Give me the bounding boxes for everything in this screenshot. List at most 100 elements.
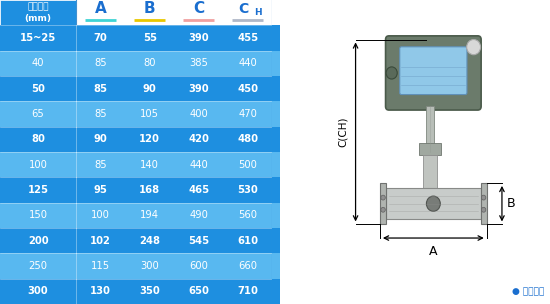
Bar: [481, 183, 487, 224]
Bar: [272, 228, 280, 253]
Bar: [272, 101, 280, 127]
Text: 455: 455: [237, 33, 258, 43]
Text: 100: 100: [91, 210, 110, 220]
Bar: [272, 253, 280, 279]
Text: 250: 250: [29, 261, 48, 271]
Text: 120: 120: [139, 134, 160, 144]
FancyBboxPatch shape: [400, 47, 467, 95]
Bar: [0, 101, 272, 127]
Text: 102: 102: [90, 236, 111, 246]
Text: 545: 545: [188, 236, 210, 246]
Text: 200: 200: [28, 236, 48, 246]
Text: 350: 350: [139, 286, 160, 296]
Bar: [174, 0, 223, 25]
Bar: [0, 203, 272, 228]
Text: 仪表口径
(mm): 仪表口径 (mm): [25, 3, 52, 23]
Text: 65: 65: [32, 109, 45, 119]
Bar: [223, 0, 272, 25]
Circle shape: [481, 195, 486, 200]
Text: 530: 530: [238, 185, 258, 195]
Bar: [386, 188, 481, 219]
Text: 248: 248: [139, 236, 160, 246]
Text: 650: 650: [188, 286, 209, 296]
Text: 125: 125: [28, 185, 48, 195]
Text: 50: 50: [31, 84, 45, 94]
Text: 300: 300: [140, 261, 159, 271]
Bar: [0, 177, 272, 203]
Text: 80: 80: [31, 134, 45, 144]
Text: 390: 390: [189, 84, 209, 94]
Text: 470: 470: [238, 109, 257, 119]
Bar: [0, 0, 76, 25]
Text: 465: 465: [188, 185, 210, 195]
Text: 480: 480: [237, 134, 258, 144]
Text: 194: 194: [140, 210, 160, 220]
Text: 490: 490: [189, 210, 208, 220]
Text: 100: 100: [29, 160, 47, 170]
Text: 560: 560: [238, 210, 257, 220]
Text: 610: 610: [237, 236, 258, 246]
Text: 70: 70: [94, 33, 108, 43]
Text: 150: 150: [29, 210, 48, 220]
Text: 600: 600: [189, 261, 208, 271]
Bar: [0, 51, 272, 76]
Bar: [0, 228, 272, 253]
Text: 130: 130: [90, 286, 111, 296]
Text: 85: 85: [95, 160, 107, 170]
Text: 710: 710: [237, 286, 258, 296]
Text: C: C: [193, 1, 204, 16]
Bar: [272, 51, 280, 76]
Text: 400: 400: [189, 109, 208, 119]
Text: B: B: [144, 1, 156, 16]
Bar: [272, 25, 280, 51]
Text: 300: 300: [28, 286, 48, 296]
Text: 450: 450: [237, 84, 258, 94]
Bar: [272, 203, 280, 228]
Text: 140: 140: [140, 160, 159, 170]
Bar: [76, 0, 125, 25]
Text: H: H: [254, 8, 261, 17]
Text: 40: 40: [32, 58, 45, 68]
Text: 90: 90: [94, 134, 108, 144]
Text: 390: 390: [189, 33, 209, 43]
Bar: [0, 152, 272, 177]
Text: 85: 85: [95, 109, 107, 119]
Text: 105: 105: [140, 109, 160, 119]
Text: 440: 440: [238, 58, 257, 68]
Text: A: A: [95, 1, 107, 16]
Circle shape: [381, 195, 386, 200]
Text: 385: 385: [189, 58, 208, 68]
Text: 85: 85: [95, 58, 107, 68]
Text: 55: 55: [143, 33, 157, 43]
Bar: [272, 152, 280, 177]
Bar: [0, 127, 272, 152]
Text: 80: 80: [144, 58, 156, 68]
Text: 168: 168: [139, 185, 160, 195]
Circle shape: [426, 196, 441, 211]
Text: 85: 85: [94, 84, 108, 94]
Bar: [423, 155, 437, 188]
Text: 500: 500: [238, 160, 257, 170]
Bar: [0, 76, 272, 101]
Text: 440: 440: [189, 160, 208, 170]
Text: C(CH): C(CH): [338, 117, 348, 147]
Bar: [125, 0, 174, 25]
Text: 660: 660: [238, 261, 257, 271]
Bar: [272, 177, 280, 203]
FancyBboxPatch shape: [386, 36, 481, 110]
Bar: [0, 25, 272, 51]
Text: 420: 420: [188, 134, 209, 144]
Text: B: B: [507, 197, 515, 210]
Text: 95: 95: [94, 185, 108, 195]
Text: C: C: [238, 2, 249, 16]
Bar: [0, 279, 272, 304]
Text: 90: 90: [143, 84, 157, 94]
Bar: [419, 143, 441, 155]
Bar: [272, 279, 280, 304]
Text: 15~25: 15~25: [20, 33, 56, 43]
Bar: [272, 127, 280, 152]
Bar: [272, 76, 280, 101]
Text: 115: 115: [91, 261, 111, 271]
Bar: [380, 183, 386, 224]
Circle shape: [381, 207, 386, 212]
